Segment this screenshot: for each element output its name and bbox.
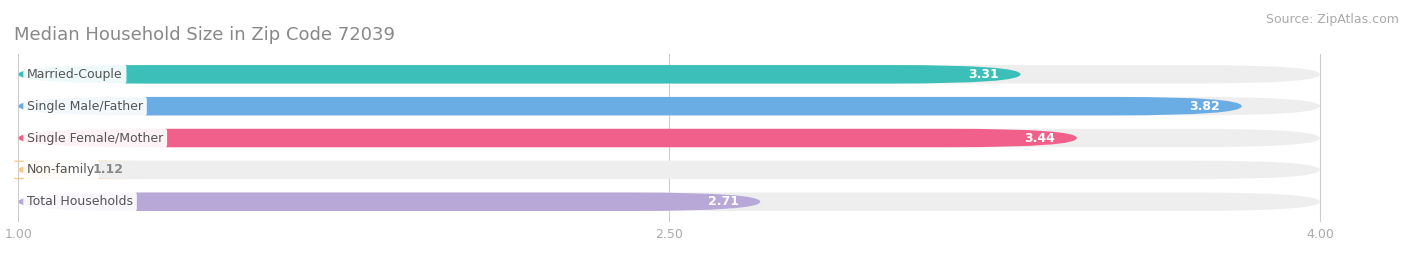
FancyBboxPatch shape: [18, 192, 761, 211]
FancyBboxPatch shape: [0, 161, 145, 179]
Text: Married-Couple: Married-Couple: [27, 68, 122, 81]
FancyBboxPatch shape: [18, 65, 1320, 84]
Text: Median Household Size in Zip Code 72039: Median Household Size in Zip Code 72039: [14, 26, 395, 44]
FancyBboxPatch shape: [18, 192, 1320, 211]
Text: Source: ZipAtlas.com: Source: ZipAtlas.com: [1265, 13, 1399, 27]
FancyBboxPatch shape: [18, 97, 1241, 116]
Text: Total Households: Total Households: [27, 195, 134, 208]
Text: Non-family: Non-family: [27, 163, 96, 176]
FancyBboxPatch shape: [18, 129, 1077, 147]
Text: 3.44: 3.44: [1025, 132, 1056, 144]
FancyBboxPatch shape: [18, 97, 1320, 116]
Text: Single Female/Mother: Single Female/Mother: [27, 132, 163, 144]
Text: 1.12: 1.12: [93, 163, 124, 176]
FancyBboxPatch shape: [18, 65, 1021, 84]
Text: 3.82: 3.82: [1189, 100, 1220, 113]
Text: 2.71: 2.71: [707, 195, 738, 208]
FancyBboxPatch shape: [18, 161, 1320, 179]
FancyBboxPatch shape: [18, 129, 1320, 147]
Text: Single Male/Father: Single Male/Father: [27, 100, 143, 113]
Text: 3.31: 3.31: [969, 68, 998, 81]
